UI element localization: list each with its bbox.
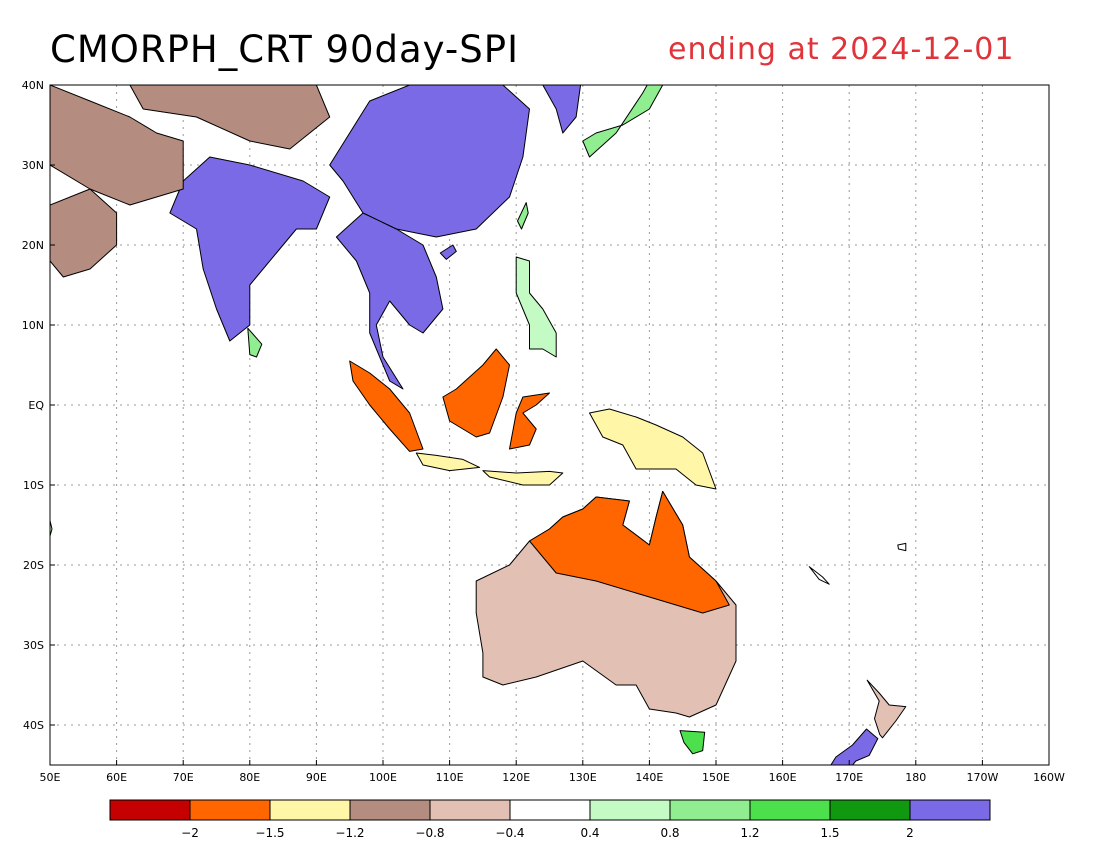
land-region <box>808 566 830 585</box>
colorbar-swatch <box>509 799 591 821</box>
land-region <box>50 85 184 206</box>
lon-tick-label: 150E <box>702 771 730 784</box>
land-region <box>442 348 510 438</box>
land-region <box>247 327 263 358</box>
land-region <box>830 728 879 765</box>
colorbar-label: 1.5 <box>820 826 839 840</box>
land-region <box>509 392 550 450</box>
land-region <box>335 212 444 390</box>
lon-tick-label: 170E <box>835 771 863 784</box>
lon-tick-label: 100E <box>369 771 397 784</box>
lon-tick-label: 180 <box>905 771 926 784</box>
lat-tick-label: EQ <box>28 399 44 412</box>
lon-tick-label: 130E <box>569 771 597 784</box>
colorbar-label: −1.2 <box>335 826 364 840</box>
land-region <box>329 85 530 238</box>
lat-tick-label: 10S <box>23 479 44 492</box>
colorbar: −2 −1.5 −1.2 −0.8 −0.4 0.4 0.8 1.2 1.5 2 <box>109 799 991 840</box>
lon-tick-label: 110E <box>436 771 464 784</box>
lon-tick-label: 50E <box>40 771 61 784</box>
land-region <box>515 256 557 358</box>
land-region <box>517 202 529 230</box>
colorbar-swatch <box>269 799 351 821</box>
map-title: CMORPH_CRT 90day-SPI <box>50 28 519 71</box>
land-region <box>129 85 331 150</box>
colorbar-swatch <box>189 799 271 821</box>
colorbar-swatch <box>349 799 431 821</box>
colorbar-label: 1.2 <box>740 826 759 840</box>
land-region <box>582 85 664 158</box>
land-region <box>589 408 717 490</box>
land-regions <box>50 85 907 765</box>
land-region <box>415 452 481 472</box>
land-region <box>679 730 706 755</box>
colorbar-label: −0.8 <box>415 826 444 840</box>
land-region <box>542 85 582 134</box>
lon-tick-label: 160E <box>769 771 797 784</box>
map-frame <box>49 84 1050 766</box>
colorbar-swatch <box>749 799 831 821</box>
lat-tick-label: 20N <box>22 239 44 252</box>
axis-ticks: 50E 60E 70E 80E 90E 100E 110E 120E 130E 140E 150E 1… <box>22 79 1065 784</box>
colorbar-swatch <box>109 799 191 821</box>
colorbar-swatch <box>669 799 751 821</box>
colorbar-label: 2 <box>906 826 914 840</box>
lat-tick-label: 40N <box>22 79 44 92</box>
lon-tick-label: 90E <box>306 771 327 784</box>
lon-tick-label: 80E <box>239 771 260 784</box>
lat-tick-label: 30N <box>22 159 44 172</box>
lat-tick-label: 20S <box>23 559 44 572</box>
lat-tick-label: 10N <box>22 319 44 332</box>
colorbar-label: 0.4 <box>580 826 599 840</box>
lon-tick-label: 70E <box>173 771 194 784</box>
colorbar-swatch <box>429 799 511 821</box>
land-region <box>529 490 730 614</box>
land-region <box>169 156 331 342</box>
colorbar-swatch <box>829 799 911 821</box>
land-region <box>349 360 424 452</box>
colorbar-label: −0.4 <box>495 826 524 840</box>
colorbar-label: 0.8 <box>660 826 679 840</box>
colorbar-swatch <box>909 799 991 821</box>
lon-tick-label: 140E <box>635 771 663 784</box>
colorbar-swatch <box>589 799 671 821</box>
land-region <box>50 188 118 278</box>
lon-tick-label: 160W <box>1033 771 1065 784</box>
lat-tick-label: 40S <box>23 719 44 732</box>
land-region <box>439 244 457 260</box>
map-subtitle: ending at 2024-12-01 <box>668 32 1015 67</box>
lon-tick-label: 120E <box>502 771 530 784</box>
land-region <box>866 679 907 739</box>
lon-tick-label: 60E <box>106 771 127 784</box>
colorbar-label: −2 <box>181 826 199 840</box>
land-region <box>897 542 907 552</box>
lat-tick-label: 30S <box>23 639 44 652</box>
colorbar-label: −1.5 <box>255 826 284 840</box>
lon-tick-label: 170W <box>966 771 998 784</box>
land-region <box>482 470 564 486</box>
